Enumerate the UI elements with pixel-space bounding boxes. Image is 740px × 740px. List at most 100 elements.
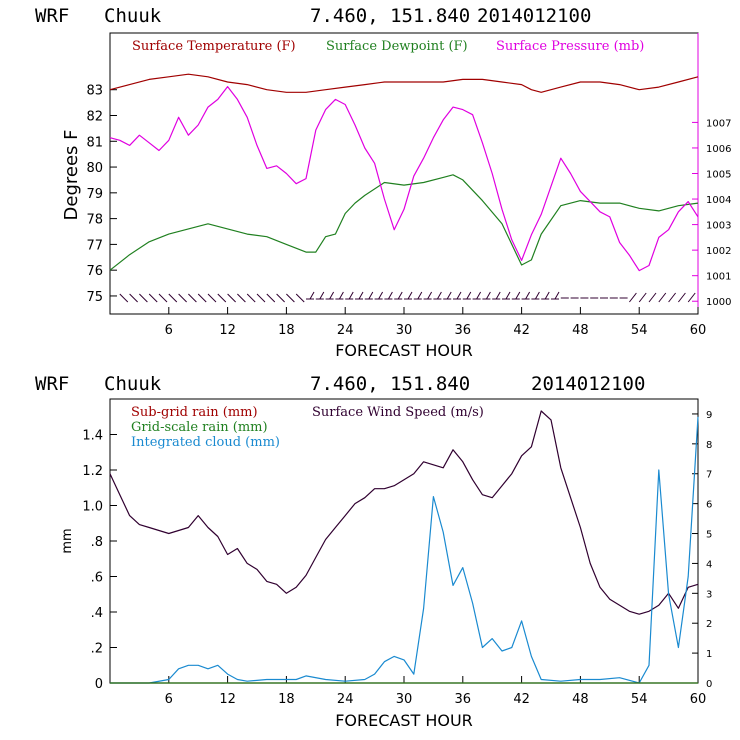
p2-y2tick-label: 7 [706, 470, 712, 481]
wind-barb [355, 291, 364, 300]
wind-barb [168, 293, 178, 303]
p2-xtick-label: 30 [396, 692, 413, 707]
panel2-coords: 7.460, 151.840 [310, 373, 470, 395]
legend-wind-speed: Surface Wind Speed (m/s) [312, 405, 484, 420]
wind-barb [394, 291, 403, 300]
p1-xtick-label: 36 [455, 323, 472, 338]
p1-ytick-label: 79 [86, 187, 103, 202]
p1-xtick-label: 48 [572, 323, 589, 338]
p1-ytick-label: 82 [86, 109, 103, 124]
wind-barb [237, 293, 246, 303]
panel2-model: WRF [35, 373, 69, 395]
p1-xtick-label: 24 [337, 323, 354, 338]
wind-barb [306, 291, 315, 300]
p2-xtick-label: 36 [455, 692, 472, 707]
panel2-location: Chuuk [104, 373, 162, 395]
wind-barb [678, 292, 686, 303]
p2-y2tick-label: 1 [706, 649, 712, 660]
p1-y2tick-label: 1003 [706, 221, 731, 232]
p2-ytick-label: 1.2 [82, 464, 103, 479]
wind-barb [511, 291, 521, 300]
wind-barbs [119, 291, 696, 303]
wind-barb [188, 293, 197, 303]
p2-xtick-label: 54 [631, 692, 648, 707]
legend-subgrid-rain: Sub-grid rain (mm) [131, 405, 258, 420]
panel1-location: Chuuk [104, 5, 162, 27]
wind-barb [256, 293, 266, 303]
p2-y2tick-label: 0 [706, 679, 712, 690]
wind-barb [687, 292, 696, 303]
p1-xtick-label: 6 [165, 323, 173, 338]
p1-xtick-label: 30 [396, 323, 413, 338]
wind-barb [246, 293, 256, 303]
wind-barb [364, 291, 374, 300]
panel1-ylabel: Degrees F [61, 130, 82, 221]
panel2-ylabel: mm [60, 528, 75, 553]
p2-ytick-label: .2 [91, 642, 103, 657]
p2-y2tick-label: 5 [706, 530, 712, 541]
wind-barb [502, 291, 511, 300]
wind-barb [227, 293, 236, 303]
p2-xtick-label: 42 [513, 692, 530, 707]
legend-dewpoint: Surface Dewpoint (F) [326, 39, 468, 54]
wind-barb [521, 291, 531, 300]
p2-y2tick-label: 4 [706, 559, 712, 570]
wind-barb [335, 291, 344, 300]
wind-barb [374, 291, 384, 300]
panel1-xlabel: FORECAST HOUR [335, 341, 473, 360]
p1-y2tick-label: 1004 [706, 195, 731, 206]
p1-xtick-label: 18 [278, 323, 295, 338]
wind-barb [197, 293, 207, 303]
wind-barb [551, 291, 560, 300]
p1-xtick-label: 60 [690, 323, 707, 338]
wind-barb [472, 291, 482, 300]
p1-y2tick-label: 1006 [706, 144, 731, 155]
wind-barb [482, 291, 491, 300]
wind-barb [648, 292, 657, 303]
wind-barb [345, 291, 354, 300]
p1-ytick-label: 77 [86, 238, 103, 253]
p1-series-surface-temperature-f [109, 73, 699, 93]
wind-barb [139, 293, 148, 303]
wind-barb [668, 292, 676, 303]
wind-barb [443, 291, 452, 300]
legend-gridscale-rain: Grid-scale rain (mm) [131, 420, 268, 435]
legend-temperature: Surface Temperature (F) [132, 39, 296, 54]
wind-barb [295, 293, 305, 303]
wind-barb [492, 291, 501, 300]
p2-y2tick-label: 3 [706, 589, 712, 600]
wind-barb [629, 292, 637, 303]
wind-barb [423, 291, 433, 300]
p2-xtick-label: 24 [337, 692, 354, 707]
wind-barb [453, 291, 462, 300]
wind-barb [217, 293, 227, 303]
p2-xtick-label: 6 [165, 692, 173, 707]
p2-y2tick-label: 2 [706, 619, 712, 630]
legend-integrated-cloud: Integrated cloud (mm) [131, 435, 280, 450]
wind-barb [276, 293, 285, 303]
wind-barb [158, 293, 168, 303]
p1-xtick-label: 54 [631, 323, 648, 338]
wind-barb [286, 293, 295, 303]
p1-ytick-label: 81 [86, 135, 103, 150]
p2-ytick-label: 1.0 [82, 500, 103, 515]
wind-barb [178, 293, 187, 303]
p1-xtick-label: 42 [513, 323, 530, 338]
wind-barb [325, 291, 335, 300]
wind-barb [266, 293, 276, 303]
p1-ytick-label: 80 [86, 161, 103, 176]
p2-ytick-label: 0 [95, 677, 103, 692]
wind-barb [531, 291, 540, 300]
wind-barb [207, 293, 217, 303]
p2-y2tick-label: 8 [706, 440, 712, 451]
legend-pressure: Surface Pressure (mb) [496, 39, 644, 54]
wind-barb [148, 293, 158, 303]
wind-barb [413, 291, 423, 300]
p2-y2tick-label: 9 [706, 410, 712, 421]
wind-barb [315, 291, 325, 300]
panel1-model: WRF [35, 5, 69, 27]
wind-barb [384, 291, 393, 300]
p2-ytick-label: .4 [91, 606, 103, 621]
panel1-run: 2014012100 [477, 5, 591, 27]
